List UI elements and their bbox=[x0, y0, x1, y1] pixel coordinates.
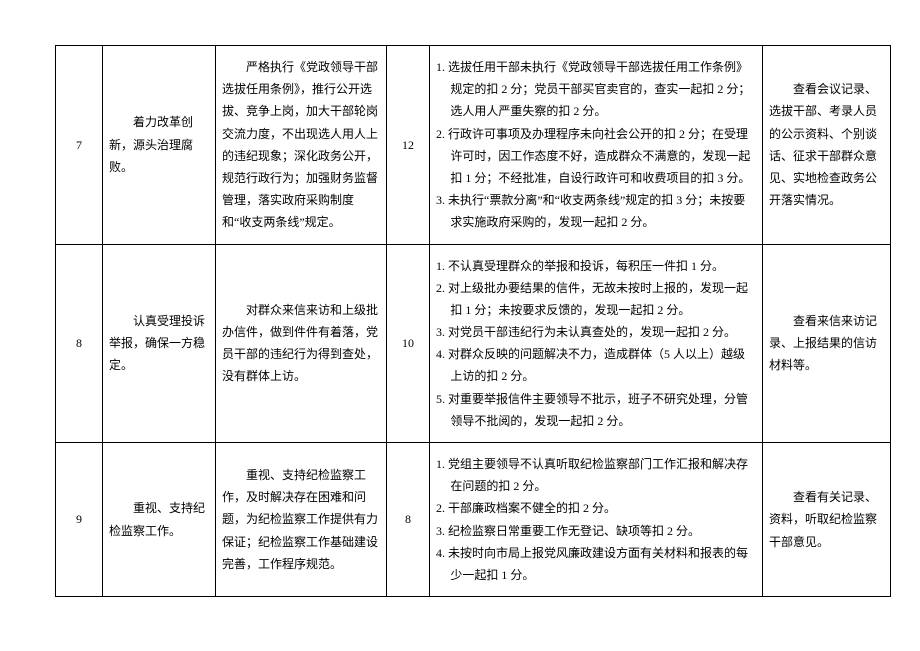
assessment-table: 7 着力改革创新，源头治理腐败。 严格执行《党政领导干部选拔任用条例》，推行公开… bbox=[55, 45, 891, 597]
table-row: 9 重视、支持纪检监察工作。 重视、支持纪检监察工作，及时解决存在困难和问题，为… bbox=[56, 443, 891, 597]
table-row: 7 着力改革创新，源头治理腐败。 严格执行《党政领导干部选拔任用条例》，推行公开… bbox=[56, 46, 891, 245]
cell-check: 查看来信来访记录、上报结果的信访材料等。 bbox=[763, 244, 891, 443]
cell-number: 9 bbox=[56, 443, 103, 597]
document-page: { "rows": [ { "num": "7", "title": "着力改革… bbox=[0, 0, 920, 647]
cell-title: 认真受理投诉举报，确保一方稳定。 bbox=[103, 244, 216, 443]
cell-check: 查看会议记录、选拔干部、考录人员的公示资料、个别谈话、征求干部群众意见、实地检查… bbox=[763, 46, 891, 245]
cell-score: 10 bbox=[387, 244, 430, 443]
cell-number: 7 bbox=[56, 46, 103, 245]
cell-detail: 对群众来信来访和上级批办信件，做到件件有着落，党员干部的违纪行为得到查处，没有群… bbox=[216, 244, 387, 443]
cell-detail: 严格执行《党政领导干部选拔任用条例》，推行公开选拔、竞争上岗，加大干部轮岗交流力… bbox=[216, 46, 387, 245]
cell-rules: 1. 党组主要领导不认真听取纪检监察部门工作汇报和解决存在问题的扣 2 分。 2… bbox=[430, 443, 763, 597]
cell-score: 12 bbox=[387, 46, 430, 245]
table-row: 8 认真受理投诉举报，确保一方稳定。 对群众来信来访和上级批办信件，做到件件有着… bbox=[56, 244, 891, 443]
cell-title: 着力改革创新，源头治理腐败。 bbox=[103, 46, 216, 245]
cell-check: 查看有关记录、资料，听取纪检监察干部意见。 bbox=[763, 443, 891, 597]
cell-score: 8 bbox=[387, 443, 430, 597]
cell-rules: 1. 不认真受理群众的举报和投诉，每积压一件扣 1 分。 2. 对上级批办要结果… bbox=[430, 244, 763, 443]
cell-title: 重视、支持纪检监察工作。 bbox=[103, 443, 216, 597]
cell-rules: 1. 选拔任用干部未执行《党政领导干部选拔任用工作条例》规定的扣 2 分；党员干… bbox=[430, 46, 763, 245]
cell-detail: 重视、支持纪检监察工作，及时解决存在困难和问题，为纪检监察工作提供有力保证；纪检… bbox=[216, 443, 387, 597]
cell-number: 8 bbox=[56, 244, 103, 443]
